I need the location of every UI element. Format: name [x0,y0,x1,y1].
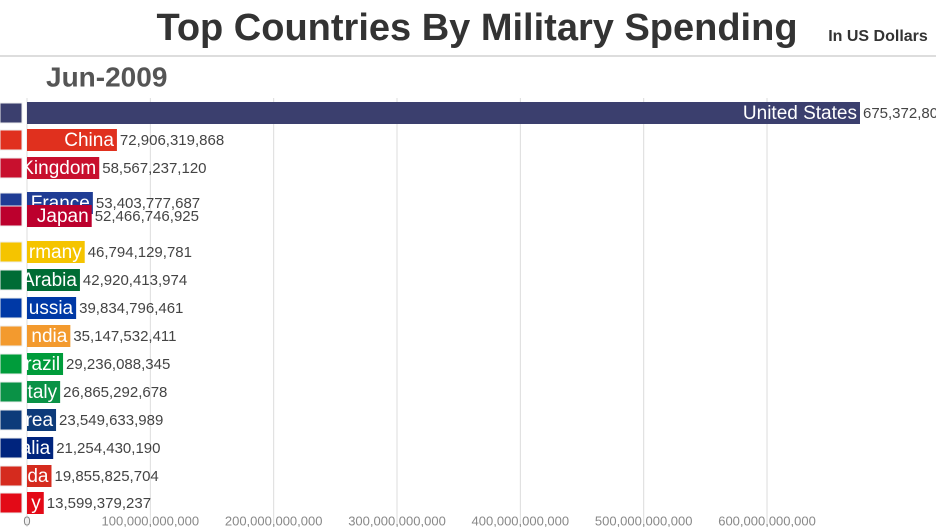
x-tick-label: 600,000,000,000 [718,513,816,527]
category-label: Japan [37,206,89,227]
bar [27,465,52,487]
category-label: China [64,130,114,151]
bar [27,205,92,227]
category-label: ndia [31,326,67,347]
flag [0,297,23,319]
category-label: y [31,493,41,514]
value-label: 46,794,129,781 [88,244,192,261]
flag [0,353,23,375]
bar [27,409,57,431]
flag [0,129,23,151]
bar [27,437,54,459]
flag [0,325,23,347]
value-label: 72,906,319,868 [120,132,224,149]
category-label: razil [25,354,60,375]
bar [27,297,77,319]
x-tick-label: 500,000,000,000 [595,513,693,527]
bar [27,269,80,291]
flag [0,205,23,227]
value-label: 42,920,413,974 [83,272,187,289]
category-label: Arabia [22,270,77,291]
value-label: 39,834,796,461 [79,300,183,317]
value-label: 53,403,777,687 [96,195,200,212]
flag [0,241,23,263]
category-label: rea [26,410,54,431]
bar [27,102,860,124]
category-label: da [27,466,49,487]
value-label: 675,372,80 [863,105,936,122]
bar [27,381,61,403]
x-tick-label: 100,000,000,000 [102,513,200,527]
value-label: 21,254,430,190 [56,440,160,457]
category-label: Kingdom [21,158,96,179]
x-tick-label: 400,000,000,000 [472,513,570,527]
bar [27,157,100,179]
flag [0,492,23,514]
value-label: 19,855,825,704 [54,468,158,485]
category-label: taly [28,382,58,403]
bar [27,492,44,514]
value-label: 52,466,746,925 [95,208,199,225]
bar [27,353,64,375]
flag [0,102,23,124]
flag [0,269,23,291]
flag [0,465,23,487]
grid: 0 100,000,000,000 200,000,000,000 300,000,0… [23,98,816,527]
category-label: alia [21,438,51,459]
value-label: 29,236,088,345 [66,356,170,373]
category-label: United States [743,103,857,124]
value-label: 13,599,379,237 [47,495,151,512]
date-label: Jun-2009 [46,61,167,92]
value-label: 35,147,532,411 [73,328,176,345]
category-label: ussia [29,298,74,319]
chart-subtitle: In US Dollars [828,28,928,45]
value-label: 58,567,237,120 [102,160,206,177]
x-tick-label: 200,000,000,000 [225,513,323,527]
flag [0,437,23,459]
bar [27,129,117,151]
chart-title: Top Countries By Military Spending [156,7,797,49]
flag [0,157,23,179]
bars: United States 675,372,80 China 72,906,319,8… [0,102,936,514]
flag [0,409,23,431]
x-tick-label: 0 [23,513,30,527]
flag [0,381,23,403]
bar [27,241,85,263]
category-label: rmany [29,242,82,263]
x-tick-label: 300,000,000,000 [348,513,446,527]
value-label: 26,865,292,678 [63,384,167,401]
bar [27,325,71,347]
value-label: 23,549,633,989 [59,412,163,429]
